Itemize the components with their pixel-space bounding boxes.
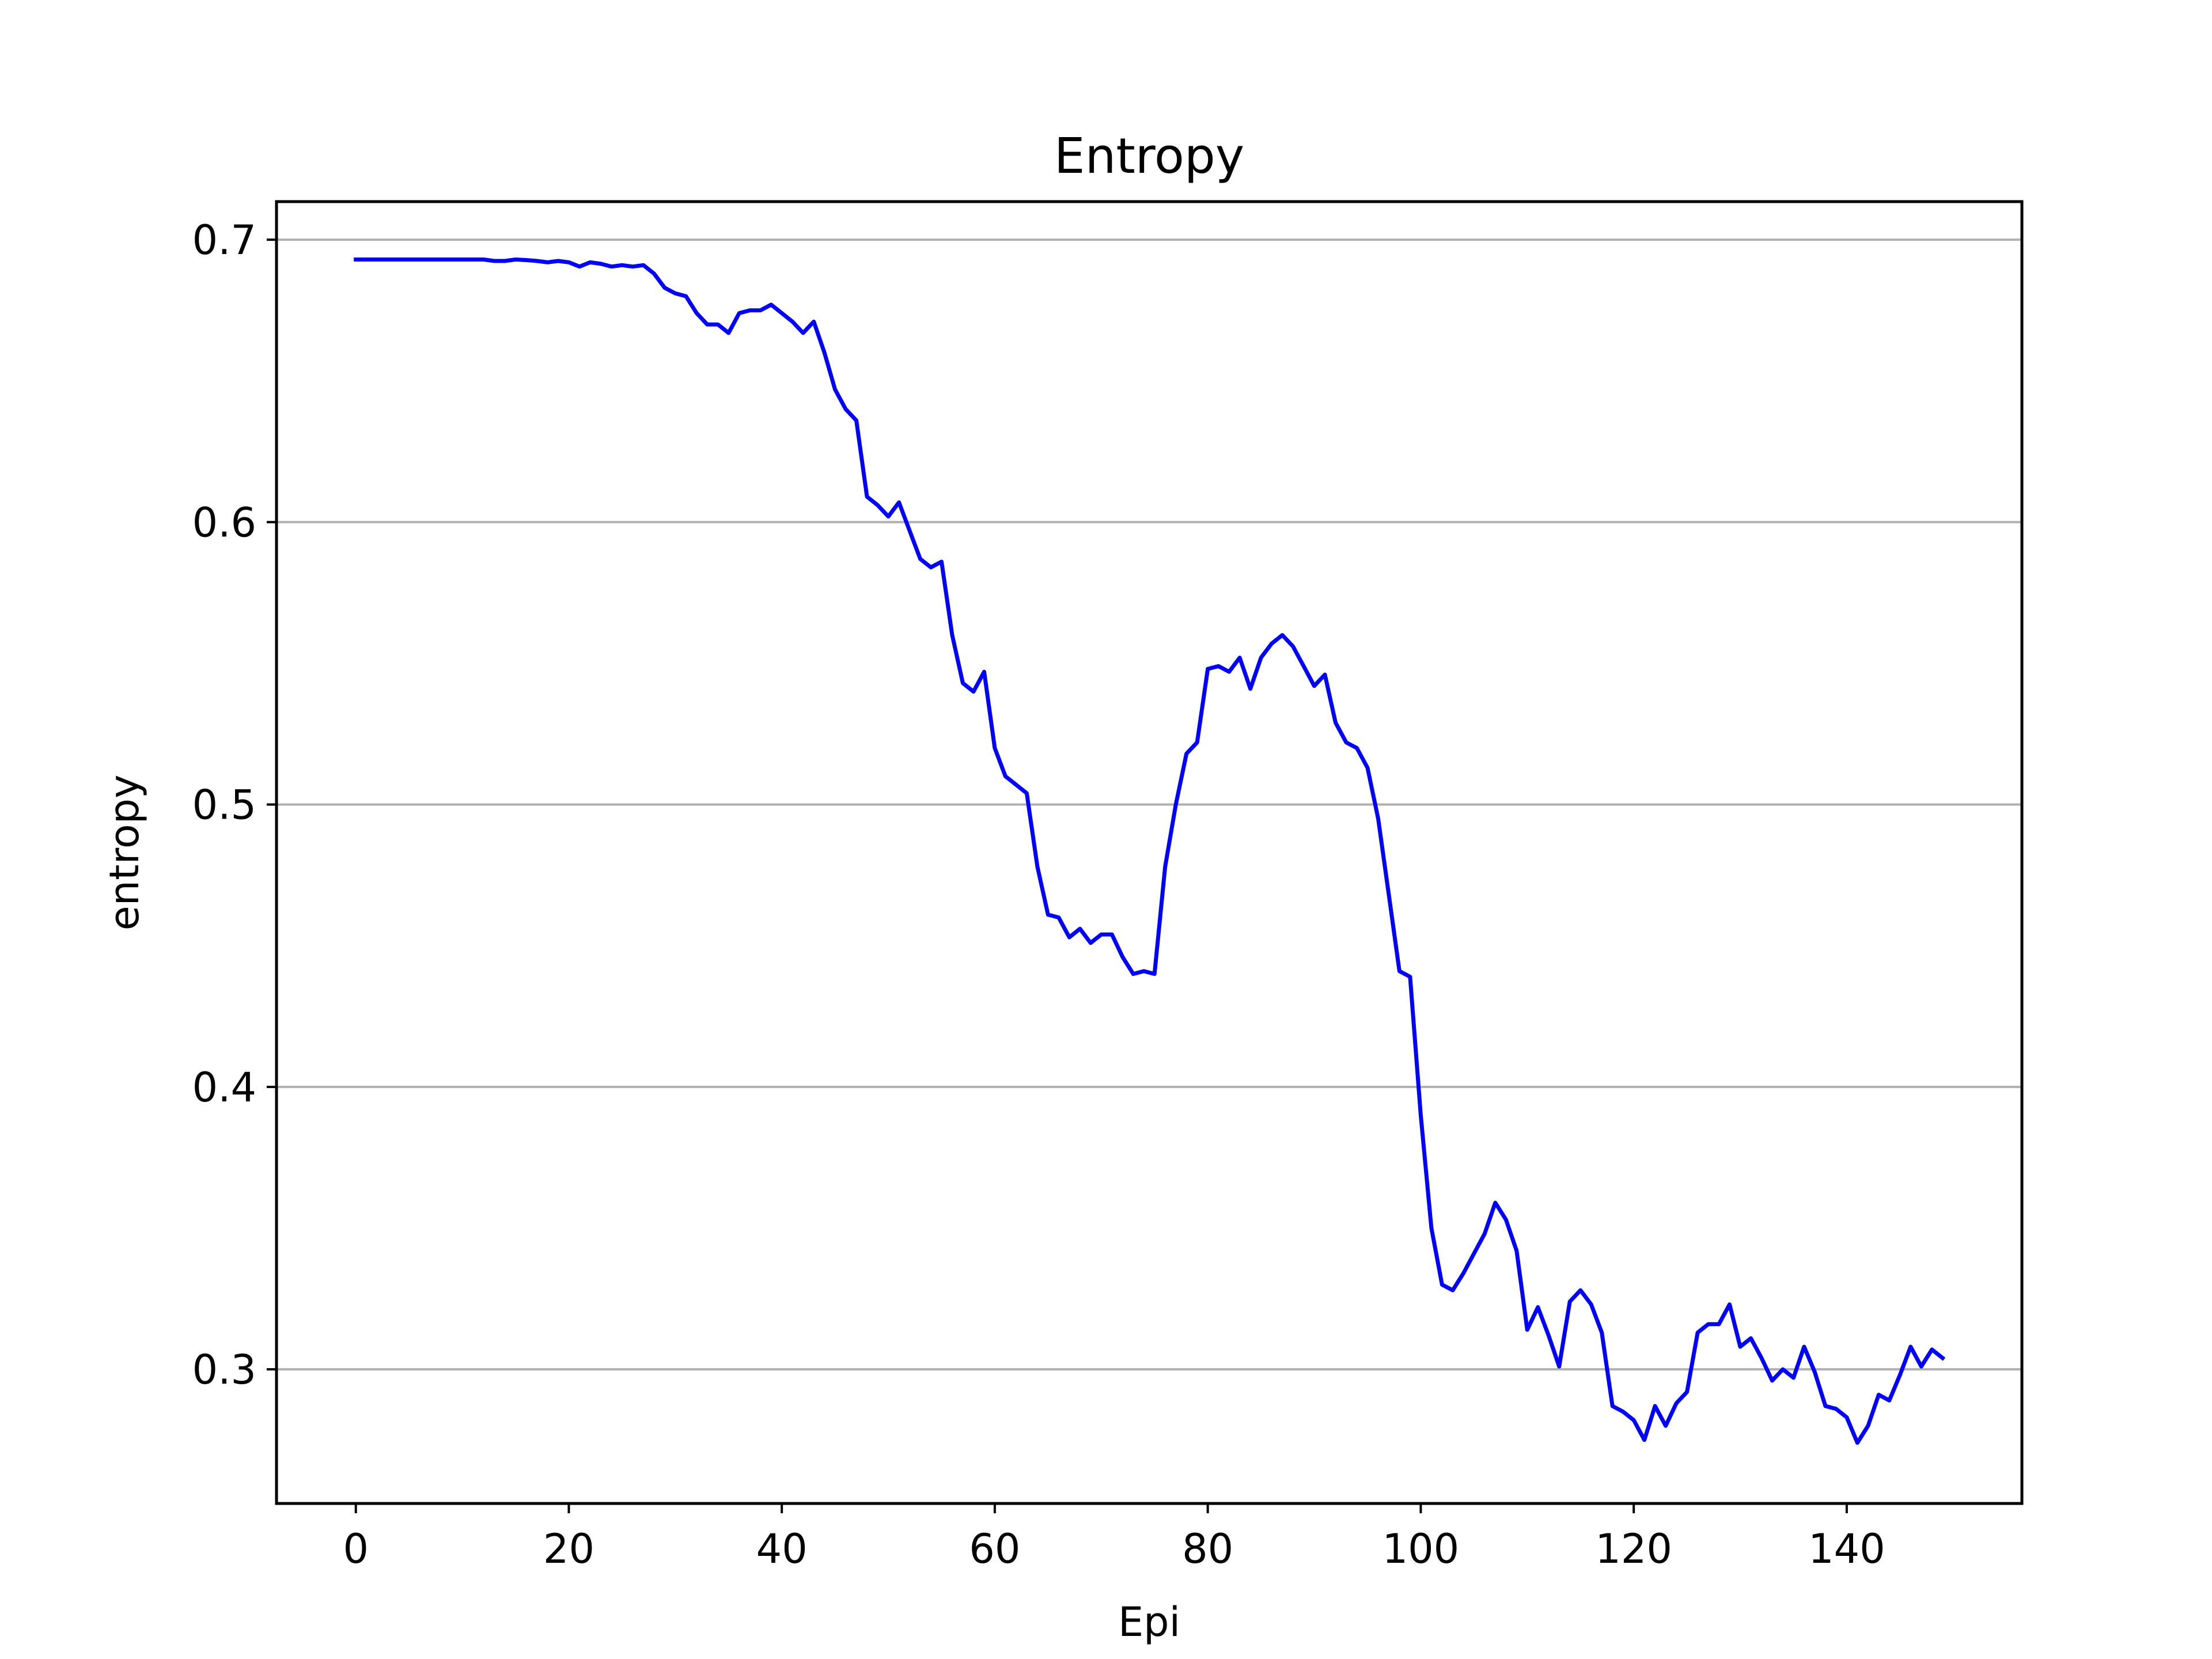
- y-axis-label: entropy: [101, 775, 148, 931]
- y-axis-ticks: 0.3 0.4 0.5 0.6 0.7: [192, 217, 276, 1393]
- y-tick-label: 0.3: [192, 1346, 256, 1393]
- entropy-series-line: [354, 257, 1946, 1445]
- series-group: [354, 257, 1946, 1445]
- x-tick-label: 40: [756, 1525, 808, 1573]
- x-tick-label: 80: [1182, 1525, 1233, 1573]
- y-tick-label: 0.6: [192, 499, 256, 546]
- y-tick-label: 0.5: [192, 782, 256, 829]
- x-tick-label: 120: [1595, 1525, 1672, 1573]
- x-tick-label: 60: [969, 1525, 1020, 1573]
- plot-frame: [275, 200, 2024, 1505]
- x-tick-label: 20: [543, 1525, 594, 1573]
- x-tick-label: 0: [343, 1525, 369, 1573]
- chart-title: Entropy: [1054, 128, 1244, 185]
- gridlines: [276, 238, 2022, 1371]
- y-tick-label: 0.4: [192, 1064, 256, 1111]
- x-tick-label: 100: [1382, 1525, 1460, 1573]
- x-axis-label: Epi: [1118, 1599, 1180, 1646]
- x-tick-label: 140: [1808, 1525, 1885, 1573]
- x-axis-ticks: 0 20 40 60 80 100 120 140: [343, 1503, 1885, 1573]
- y-tick-label: 0.7: [192, 217, 256, 264]
